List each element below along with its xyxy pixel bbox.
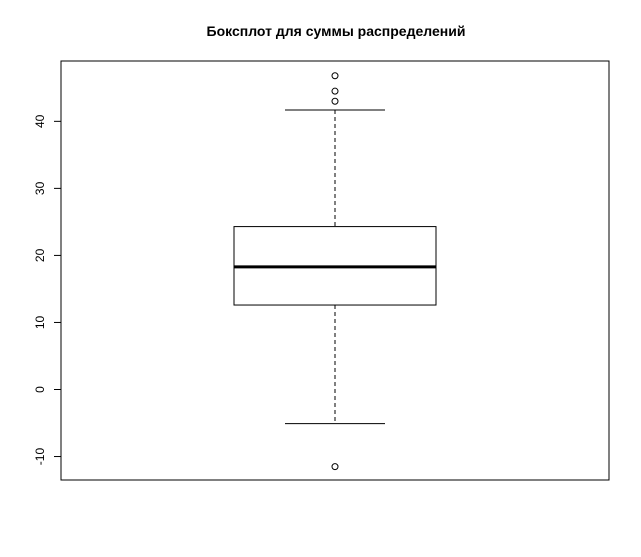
outlier-point bbox=[331, 87, 339, 95]
y-tick-label: 40 bbox=[33, 114, 47, 128]
outlier-point bbox=[331, 97, 339, 105]
box-group bbox=[233, 72, 437, 471]
y-tick-label: 20 bbox=[33, 248, 47, 262]
y-tick-label: 10 bbox=[33, 315, 47, 329]
y-tick-label: 30 bbox=[33, 181, 47, 195]
outlier-point bbox=[331, 463, 339, 471]
chart-title: Боксплот для суммы распределений bbox=[207, 23, 466, 39]
y-axis: -10 0 10 20 30 40 bbox=[33, 114, 62, 466]
y-tick-label: -10 bbox=[33, 448, 47, 466]
outlier-point bbox=[331, 72, 339, 80]
y-tick-label: 0 bbox=[33, 386, 47, 393]
